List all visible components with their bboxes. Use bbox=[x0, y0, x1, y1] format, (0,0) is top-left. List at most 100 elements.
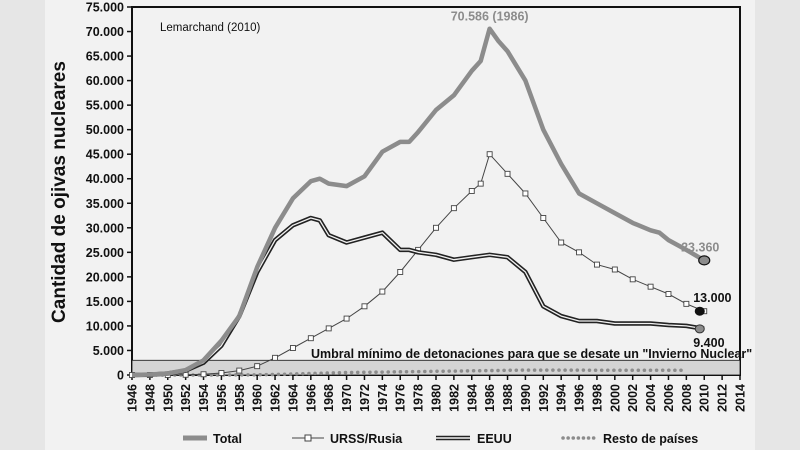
urss-marker bbox=[272, 354, 279, 361]
x-tick-label: 1988 bbox=[501, 384, 515, 412]
x-tick-label: 1984 bbox=[465, 384, 479, 412]
x-tick-label: 1986 bbox=[483, 384, 497, 412]
y-tick-label: 65.000 bbox=[86, 50, 124, 64]
y-tick-label: 40.000 bbox=[86, 172, 124, 186]
series-line-total bbox=[131, 26, 706, 378]
annotation-layer: 70.586 (1986) 23.360 13.000 9.400 bbox=[451, 10, 732, 350]
legend-item-total: Total bbox=[183, 432, 242, 446]
eeuu-end-marker bbox=[694, 324, 705, 334]
urss-marker bbox=[665, 291, 672, 297]
x-tick-label: 2014 bbox=[734, 384, 748, 412]
legend: Total URSS/Rusia EEUU Resto de países bbox=[183, 432, 698, 446]
y-tick-label: 70.000 bbox=[86, 25, 124, 39]
x-tick-label: 1972 bbox=[358, 384, 372, 412]
urss-marker bbox=[540, 215, 547, 221]
x-tick-label: 1946 bbox=[126, 384, 140, 412]
y-tick-label: 20.000 bbox=[86, 270, 124, 284]
y-tick-label: 15.000 bbox=[86, 295, 124, 309]
x-tick-label: 1954 bbox=[197, 384, 211, 412]
legend-item-resto: Resto de países bbox=[561, 432, 698, 446]
x-tick-label: 1964 bbox=[286, 384, 300, 412]
urss-marker bbox=[397, 269, 404, 275]
eeuu-end-label: 9.400 bbox=[693, 336, 724, 350]
urss-marker bbox=[450, 205, 457, 212]
series-line-urss bbox=[132, 153, 705, 376]
y-tick-label: 45.000 bbox=[86, 148, 124, 162]
y-tick-label: 35.000 bbox=[86, 197, 124, 211]
urss-marker bbox=[236, 367, 243, 374]
x-tick-label: 2012 bbox=[716, 384, 730, 412]
urss-end-label: 13.000 bbox=[693, 291, 731, 305]
legend-item-eeuu: EEUU bbox=[436, 432, 512, 446]
x-tick-label: 1982 bbox=[447, 384, 461, 412]
legend-label-total: Total bbox=[213, 432, 242, 446]
x-tick-label: 1966 bbox=[304, 384, 318, 412]
legend-label-eeuu: EEUU bbox=[477, 432, 512, 446]
urss-marker bbox=[379, 288, 386, 295]
x-tick-label: 1948 bbox=[143, 384, 157, 412]
x-tick-label: 1980 bbox=[430, 384, 444, 412]
total-end-marker bbox=[698, 255, 711, 266]
x-tick-label: 1962 bbox=[269, 384, 283, 412]
legend-label-resto: Resto de países bbox=[603, 432, 698, 446]
source-annotation: Lemarchand (2010) bbox=[160, 22, 261, 34]
x-tick-label: 2004 bbox=[644, 384, 658, 412]
x-tick-label: 2002 bbox=[626, 384, 640, 412]
y-tick-label: 75.000 bbox=[86, 1, 124, 15]
x-tick-label: 1978 bbox=[412, 384, 426, 412]
y-axis-ticks: 0 5.000 10.000 15.000 20.000 25.000 30.000 35.0… bbox=[86, 1, 132, 383]
legend-label-urss: URSS/Rusia bbox=[330, 432, 403, 446]
right-margin bbox=[755, 0, 800, 450]
y-tick-label: 5.000 bbox=[93, 344, 124, 358]
urss-marker bbox=[289, 345, 296, 351]
y-tick-label: 60.000 bbox=[86, 74, 124, 88]
series-line-resto bbox=[130, 368, 689, 377]
urss-marker bbox=[629, 276, 636, 283]
x-tick-label: 1976 bbox=[394, 384, 408, 412]
x-tick-label: 2006 bbox=[662, 384, 676, 412]
urss-marker bbox=[468, 188, 475, 194]
x-axis-ticks: 1946 1948 1950 1952 1954 1956 1958 1960 1962 1964… bbox=[126, 375, 748, 412]
urss-end-marker bbox=[694, 306, 705, 316]
x-tick-label: 1970 bbox=[340, 384, 354, 412]
x-tick-label: 2008 bbox=[680, 384, 694, 412]
y-tick-label: 30.000 bbox=[86, 221, 124, 235]
y-tick-label: 25.000 bbox=[86, 246, 124, 260]
x-tick-label: 1952 bbox=[179, 384, 193, 412]
urss-marker bbox=[218, 370, 225, 376]
total-end-label: 23.360 bbox=[681, 240, 719, 254]
x-tick-label: 1992 bbox=[537, 384, 551, 412]
x-tick-label: 2010 bbox=[698, 384, 712, 412]
urss-marker bbox=[486, 151, 493, 158]
x-tick-label: 1950 bbox=[161, 384, 175, 412]
urss-marker bbox=[343, 315, 350, 322]
urss-marker bbox=[611, 266, 618, 273]
series-layer bbox=[129, 26, 711, 378]
urss-marker bbox=[307, 335, 314, 342]
y-tick-label: 10.000 bbox=[86, 319, 124, 333]
urss-marker bbox=[504, 170, 511, 177]
legend-item-urss: URSS/Rusia bbox=[292, 432, 403, 446]
urss-marker bbox=[325, 325, 332, 332]
x-tick-label: 1996 bbox=[573, 384, 587, 412]
urss-marker bbox=[433, 224, 439, 231]
urss-marker bbox=[576, 249, 583, 256]
x-tick-label: 2000 bbox=[608, 384, 622, 412]
y-tick-label: 50.000 bbox=[86, 123, 124, 137]
urss-marker bbox=[361, 303, 368, 310]
y-tick-label: 0 bbox=[117, 369, 124, 383]
y-axis-label: Cantidad de ojivas nucleares bbox=[49, 61, 70, 323]
urss-marker bbox=[522, 190, 529, 197]
y-tick-label: 55.000 bbox=[86, 99, 124, 113]
x-tick-label: 1990 bbox=[519, 384, 533, 412]
plot-area bbox=[131, 6, 741, 376]
urss-marker bbox=[683, 300, 690, 307]
urss-marker bbox=[647, 283, 654, 290]
threshold-label: Umbral mínimo de detonaciones para que s… bbox=[311, 347, 752, 361]
x-tick-label: 1994 bbox=[555, 384, 569, 412]
x-tick-label: 1960 bbox=[251, 384, 265, 412]
urss-marker bbox=[200, 371, 207, 378]
peak-label: 70.586 (1986) bbox=[451, 10, 529, 24]
